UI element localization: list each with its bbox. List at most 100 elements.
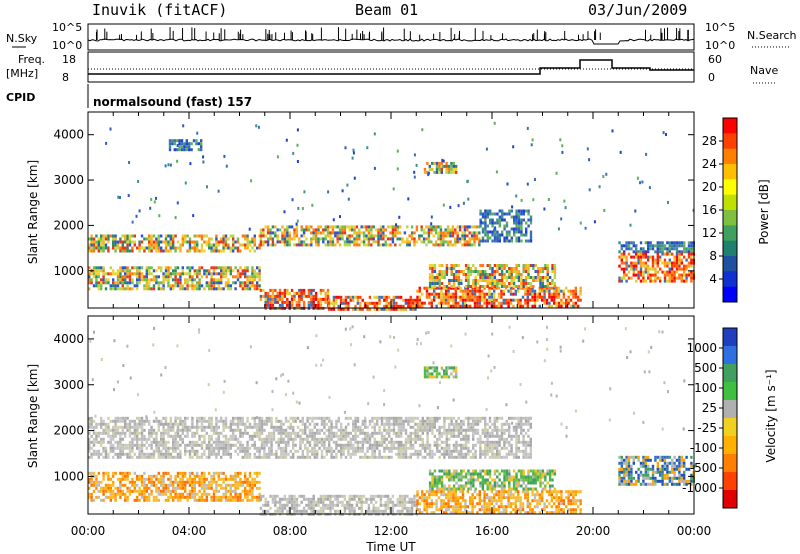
velocity-cell xyxy=(282,449,285,453)
power-cell xyxy=(224,284,228,288)
power-cell xyxy=(480,220,483,224)
power-cell xyxy=(515,273,518,276)
power-cell xyxy=(510,239,513,243)
velocity-cell xyxy=(167,495,170,499)
power-cell xyxy=(379,225,383,229)
velocity-cell xyxy=(284,449,288,453)
velocity-cell xyxy=(205,477,208,481)
power-cell xyxy=(121,281,124,285)
velocity-cell xyxy=(160,455,163,459)
power-cell xyxy=(527,282,530,285)
velocity-cell xyxy=(344,446,348,450)
power-cell xyxy=(281,300,284,304)
power-cell xyxy=(534,270,537,273)
velocity-cell xyxy=(496,440,499,444)
velocity-cell xyxy=(383,455,386,459)
power-cell xyxy=(522,264,525,267)
power-cell xyxy=(378,301,381,305)
velocity-cell xyxy=(112,449,115,453)
power-cell xyxy=(92,237,96,241)
power-cell xyxy=(531,286,534,290)
nsky-line xyxy=(87,38,695,45)
power-cell xyxy=(112,234,115,238)
power-cell xyxy=(131,272,134,276)
power-cell xyxy=(463,240,467,244)
velocity-cell xyxy=(359,431,362,435)
power-cell xyxy=(312,234,315,238)
velocity-cell xyxy=(186,492,189,496)
velocity-cell xyxy=(205,443,208,447)
power-cell xyxy=(131,287,134,291)
power-cell xyxy=(208,243,211,247)
velocity-cell xyxy=(340,437,343,441)
nave-label: Nave xyxy=(750,64,778,77)
power-cell xyxy=(314,240,318,244)
velocity-cell xyxy=(205,431,208,435)
power-cell xyxy=(102,275,105,279)
power-cell xyxy=(169,240,172,244)
power-cell xyxy=(491,276,494,279)
velocity-cell xyxy=(488,443,492,447)
velocity-cell xyxy=(157,492,160,496)
velocity-cell xyxy=(356,434,360,438)
velocity-cell xyxy=(114,419,117,423)
velocity-cell xyxy=(282,455,285,459)
power-cell xyxy=(637,273,640,277)
velocity-cell xyxy=(508,416,511,420)
velocity-cell xyxy=(496,452,499,456)
power-cell xyxy=(675,267,679,271)
velocity-cell xyxy=(232,422,235,426)
velocity-cell xyxy=(364,422,367,426)
velocity-cell xyxy=(150,428,153,432)
power-cell xyxy=(630,241,633,245)
power-cell xyxy=(172,272,175,276)
velocity-cell xyxy=(299,440,302,444)
power-cell xyxy=(365,243,368,247)
power-cell xyxy=(473,231,476,235)
velocity-cell xyxy=(176,422,180,426)
power-cell xyxy=(457,264,461,267)
power-cell xyxy=(119,275,122,279)
power-cell xyxy=(515,239,518,243)
power-cell xyxy=(656,270,659,274)
velocity-cell xyxy=(90,434,93,438)
power-cell xyxy=(415,163,418,167)
power-cell xyxy=(382,234,385,238)
power-cell xyxy=(342,301,345,305)
velocity-cell xyxy=(352,449,355,453)
power-cell xyxy=(347,301,350,305)
velocity-cell xyxy=(229,455,232,459)
velocity-cell xyxy=(150,425,153,429)
power-cell xyxy=(464,295,467,299)
power-cell xyxy=(550,292,553,296)
velocity-cell xyxy=(385,443,388,447)
power-cell xyxy=(90,246,93,250)
power-cell xyxy=(133,240,136,244)
power-cell xyxy=(121,240,124,244)
power-cell xyxy=(639,255,643,259)
power-cell xyxy=(449,286,453,290)
power-cell xyxy=(560,289,563,293)
velocity-cell xyxy=(224,449,228,453)
power-cell xyxy=(148,243,151,247)
velocity-cell xyxy=(383,428,386,432)
power-cell xyxy=(678,258,681,262)
power-cell xyxy=(525,230,528,234)
power-cell xyxy=(102,272,105,276)
power-cell xyxy=(186,278,189,282)
power-cell xyxy=(251,246,254,250)
power-cell xyxy=(189,162,192,166)
power-cell xyxy=(690,241,693,245)
velocity-cell xyxy=(220,486,223,490)
velocity-cell xyxy=(304,428,307,432)
velocity-cell xyxy=(109,419,112,423)
power-cell xyxy=(95,243,98,247)
velocity-cell xyxy=(280,437,283,441)
velocity-cell xyxy=(208,492,211,496)
power-cell xyxy=(193,272,196,276)
power-cell xyxy=(361,307,364,311)
velocity-cell xyxy=(416,428,420,432)
power-cell xyxy=(385,295,388,299)
power-cell xyxy=(500,292,503,296)
power-cell xyxy=(241,287,244,291)
